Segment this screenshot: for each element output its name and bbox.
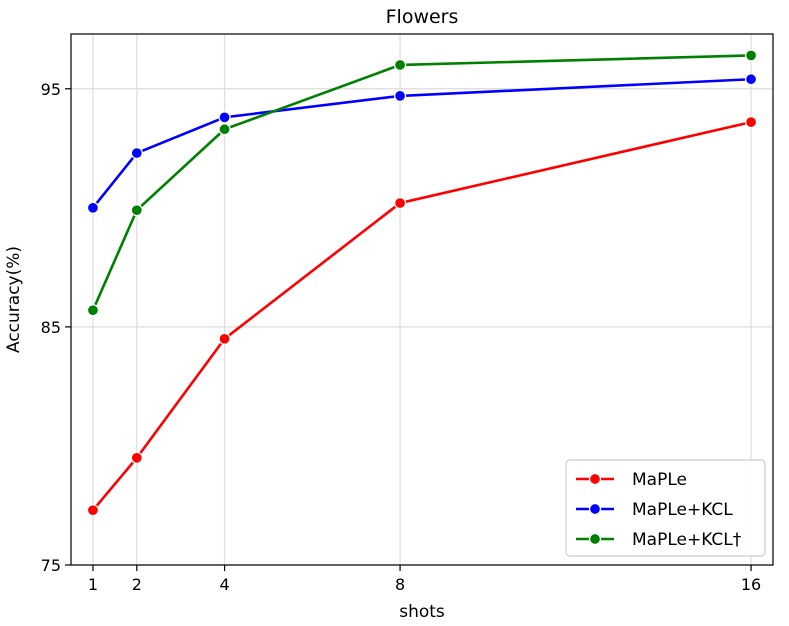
- legend: MaPLe MaPLe+KCL MaPLe+KCL†: [565, 459, 766, 557]
- data-point: [393, 89, 407, 103]
- data-point: [393, 196, 407, 210]
- x-tick-label: 4: [219, 575, 229, 594]
- legend-item: MaPLe+KCL†: [576, 530, 742, 550]
- series-line: [91, 77, 752, 209]
- legend-item: MaPLe: [576, 470, 687, 490]
- legend-swatch-marker: [588, 502, 602, 516]
- legend-label: MaPLe+KCL: [632, 500, 733, 520]
- legend-box: [565, 459, 766, 557]
- plot-frame: [70, 33, 774, 566]
- legend-label: MaPLe: [632, 470, 687, 490]
- series-2: [86, 73, 758, 214]
- data-point: [393, 58, 407, 72]
- legend-item: MaPLe+KCL: [576, 500, 733, 520]
- legend-label: MaPLe+KCL†: [632, 530, 742, 550]
- x-tick-label: 1: [88, 575, 98, 594]
- data-point: [744, 115, 758, 129]
- data-point: [218, 111, 231, 124]
- chart-title: Flowers: [386, 6, 459, 28]
- y-tick-label: 95: [41, 80, 61, 99]
- legend-swatch-marker: [588, 532, 602, 546]
- x-axis-label: shots: [399, 602, 445, 622]
- series-3: [86, 49, 758, 317]
- data-point: [218, 123, 231, 136]
- series-line: [91, 120, 752, 512]
- series-1: [86, 115, 758, 517]
- data-point: [130, 451, 143, 464]
- series-layer: [86, 49, 758, 517]
- data-point: [130, 146, 143, 160]
- data-point: [86, 304, 100, 317]
- data-point: [744, 49, 758, 62]
- y-tick-label: 85: [41, 318, 61, 337]
- x-tick-label: 2: [132, 575, 142, 594]
- x-tick-label: 16: [741, 575, 761, 594]
- data-point: [218, 332, 231, 345]
- x-tick-label: 8: [395, 575, 405, 594]
- y-tick-label: 75: [41, 556, 61, 575]
- data-point: [130, 204, 143, 217]
- y-axis-label: Accuracy(%): [4, 246, 24, 353]
- data-point: [744, 73, 758, 86]
- data-point: [86, 504, 100, 517]
- legend-swatch-marker: [588, 472, 602, 486]
- axis-ticks: 1 2 4 8 16 75 85 95: [41, 80, 762, 594]
- data-point: [86, 201, 100, 214]
